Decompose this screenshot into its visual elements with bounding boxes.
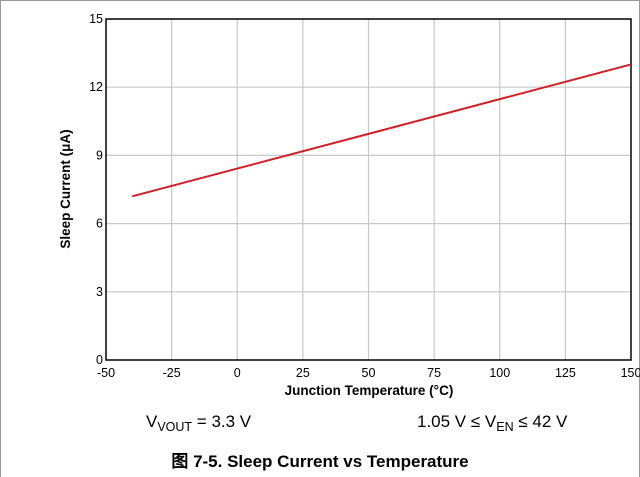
y-tick-label: 9 bbox=[96, 148, 103, 162]
series-line bbox=[131, 63, 632, 198]
x-tick-label: 50 bbox=[362, 366, 376, 380]
condition-ven: 1.05 V ≤ VEN ≤ 42 V bbox=[417, 412, 568, 434]
y-axis-title: Sleep Current (μA) bbox=[58, 129, 73, 248]
x-tick-labels: -50 -25 0 25 50 75 100 125 150 bbox=[97, 366, 640, 380]
plot-frame bbox=[105, 18, 632, 361]
y-tick-label: 15 bbox=[89, 12, 103, 26]
x-tick-label: 150 bbox=[621, 366, 640, 380]
y-tick-label: 12 bbox=[89, 80, 103, 94]
y-tick-labels: 0 3 6 9 12 15 bbox=[89, 12, 103, 367]
y-tick-label: 6 bbox=[96, 217, 103, 231]
figure-caption: 图 7-5. Sleep Current vs Temperature bbox=[171, 452, 468, 471]
x-tick-label: 25 bbox=[296, 366, 310, 380]
grid bbox=[106, 19, 631, 360]
x-tick-label: -50 bbox=[97, 366, 115, 380]
condition-vout: VVOUT = 3.3 V bbox=[146, 412, 252, 434]
x-tick-label: 75 bbox=[427, 366, 441, 380]
x-tick-label: 0 bbox=[234, 366, 241, 380]
plot-area: 0 3 6 9 12 15 -50 -25 0 25 50 75 100 125 150 bbox=[89, 12, 640, 380]
x-tick-label: -25 bbox=[163, 366, 181, 380]
x-tick-label: 125 bbox=[555, 366, 576, 380]
series-group bbox=[131, 63, 632, 198]
x-axis-title: Junction Temperature (°C) bbox=[285, 383, 454, 398]
y-tick-label: 0 bbox=[96, 353, 103, 367]
x-tick-label: 100 bbox=[489, 366, 510, 380]
y-tick-label: 3 bbox=[96, 285, 103, 299]
